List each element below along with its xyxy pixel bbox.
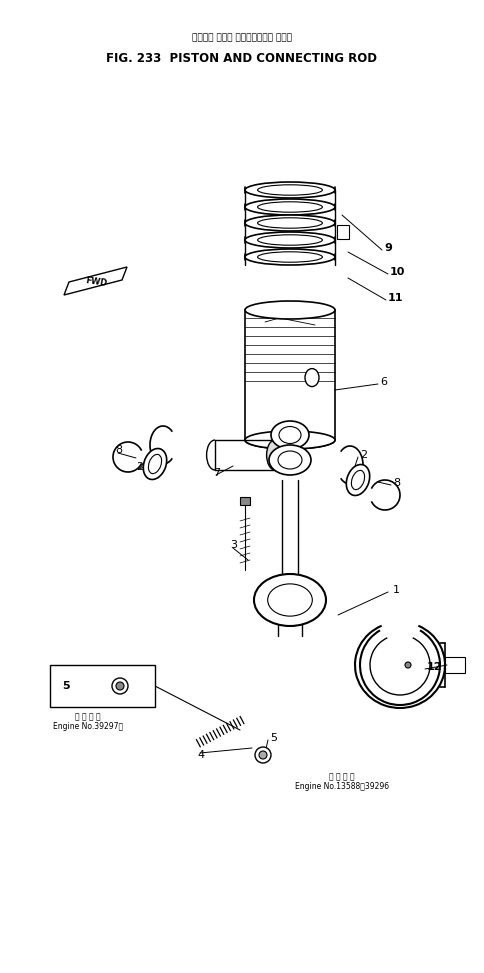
Ellipse shape [257,201,322,212]
Ellipse shape [257,252,322,262]
Ellipse shape [112,678,128,694]
Text: 5: 5 [62,681,70,691]
Bar [240,497,249,505]
Text: 11: 11 [387,293,403,303]
Text: 6: 6 [379,377,386,387]
Text: 10: 10 [389,267,405,277]
Ellipse shape [244,182,334,198]
Text: 適 用 号 機: 適 用 号 機 [75,712,101,721]
Ellipse shape [267,584,312,616]
Ellipse shape [254,574,325,626]
Text: Engine No.13588～39296: Engine No.13588～39296 [294,782,388,791]
Ellipse shape [257,218,322,229]
Ellipse shape [266,440,283,470]
Text: 9: 9 [383,243,391,253]
Text: 4: 4 [197,750,204,760]
Ellipse shape [269,445,310,475]
Ellipse shape [244,215,334,231]
Text: 8: 8 [115,445,122,455]
Ellipse shape [346,464,369,495]
Text: FIG. 233  PISTON AND CONNECTING ROD: FIG. 233 PISTON AND CONNECTING ROD [106,52,377,64]
Text: FWD: FWD [84,276,107,288]
Polygon shape [64,267,127,295]
Text: Engine No.39297～: Engine No.39297～ [53,722,123,731]
Ellipse shape [257,185,322,196]
Bar [444,657,464,673]
Ellipse shape [351,470,364,489]
Ellipse shape [277,451,302,469]
Ellipse shape [255,747,271,763]
Ellipse shape [116,682,124,690]
Ellipse shape [271,421,308,449]
Ellipse shape [244,249,334,265]
Ellipse shape [148,454,161,474]
Text: 2: 2 [359,450,366,460]
Ellipse shape [278,426,301,444]
Text: 3: 3 [229,540,237,550]
Ellipse shape [304,369,318,386]
Text: 5: 5 [270,733,276,743]
Ellipse shape [244,232,334,248]
Text: 12: 12 [426,662,441,672]
Ellipse shape [258,751,267,759]
Ellipse shape [257,234,322,245]
Bar [336,225,348,239]
Ellipse shape [244,431,334,449]
Ellipse shape [404,662,410,668]
Ellipse shape [244,301,334,319]
Text: 7: 7 [212,468,220,478]
Text: 1: 1 [392,585,399,595]
Ellipse shape [244,199,334,215]
Text: 適 用 号 機: 適 用 号 機 [329,772,354,781]
Ellipse shape [143,449,166,480]
Text: 2: 2 [136,462,143,472]
Text: 8: 8 [392,478,399,488]
Bar [50,665,155,707]
Text: ピストン および コネクティング ロッド: ピストン および コネクティング ロッド [192,33,291,43]
